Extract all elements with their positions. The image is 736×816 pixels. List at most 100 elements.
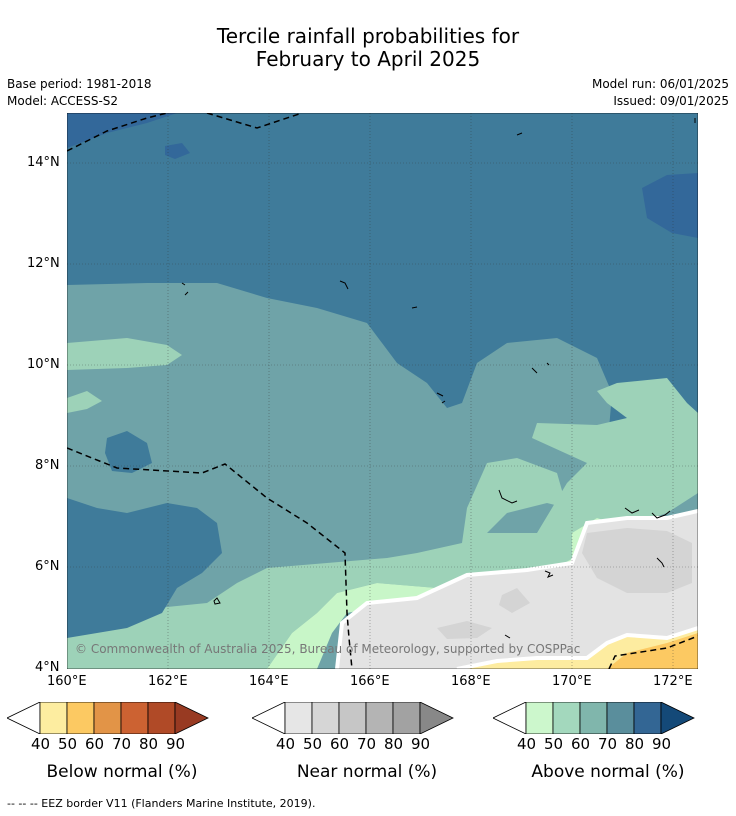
above-normal-70-sw bbox=[105, 431, 152, 473]
island bbox=[213, 597, 221, 605]
colorbar-segment bbox=[552, 702, 581, 734]
colorbar-tick-label: 90 bbox=[166, 735, 186, 753]
above-normal-50-band bbox=[67, 391, 102, 413]
eez-border-line bbox=[67, 113, 168, 152]
colorbar-tick-label: 90 bbox=[411, 735, 431, 753]
model-name: Model: ACCESS-S2 bbox=[7, 94, 119, 108]
above-normal-50-band bbox=[67, 338, 182, 370]
colorbar-tick-label: 40 bbox=[517, 735, 537, 753]
near-normal-title: Near normal (%) bbox=[296, 762, 438, 782]
colorbar-segment bbox=[39, 702, 68, 734]
above-normal-70-sw bbox=[67, 498, 222, 638]
colorbar-segment bbox=[392, 702, 421, 734]
colorbar-tick-label: 70 bbox=[598, 735, 618, 753]
near-normal-colorbar bbox=[252, 702, 454, 734]
above-normal-80-patch bbox=[642, 173, 698, 238]
lat-label-10n: 10°N bbox=[27, 357, 60, 372]
colorbar-tick-label: 60 bbox=[330, 735, 350, 753]
island bbox=[504, 634, 511, 639]
island bbox=[656, 557, 665, 568]
colorbar-segment bbox=[147, 702, 176, 734]
island bbox=[624, 507, 671, 519]
colorbar-segment bbox=[120, 702, 149, 734]
colorbar-low-extend bbox=[493, 702, 527, 734]
tercile-boundary bbox=[335, 509, 698, 669]
near-normal-50-patch bbox=[437, 621, 492, 639]
colorbar-segment bbox=[93, 702, 122, 734]
colorbar-segment bbox=[365, 702, 394, 734]
colorbar-tick-label: 50 bbox=[544, 735, 564, 753]
colorbar-segment bbox=[579, 702, 608, 734]
above-normal-title: Above normal (%) bbox=[531, 762, 685, 782]
lat-label-8n: 8°N bbox=[35, 458, 60, 473]
colorbar-segment bbox=[633, 702, 662, 734]
lon-label-172e: 172°E bbox=[653, 674, 693, 689]
above-normal-80-patch bbox=[67, 113, 177, 148]
island bbox=[544, 570, 554, 578]
colorbar-low-extend bbox=[7, 702, 41, 734]
eez-border-line bbox=[608, 635, 698, 669]
above-normal-50-band bbox=[67, 378, 698, 669]
below-normal-50-region bbox=[607, 633, 698, 669]
colorbar-segment bbox=[338, 702, 367, 734]
colorbar-low-extend bbox=[252, 702, 286, 734]
issued-date: Issued: 09/01/2025 bbox=[613, 94, 729, 108]
island bbox=[339, 280, 349, 290]
eez-border-line bbox=[67, 447, 353, 669]
above-normal-colorbar bbox=[493, 702, 695, 734]
colorbar-tick-label: 60 bbox=[571, 735, 591, 753]
colorbar-tick-label: 80 bbox=[384, 735, 404, 753]
eez-legend-footer: -- -- -- EEZ border V11 (Flanders Marine… bbox=[7, 797, 316, 810]
island bbox=[411, 306, 418, 309]
lat-label-4n: 4°N bbox=[35, 660, 60, 675]
map-title-line1: Tercile rainfall probabilities for bbox=[216, 24, 520, 48]
colorbar-segment bbox=[66, 702, 95, 734]
colorbar-high-extend bbox=[419, 702, 454, 734]
lon-label-170e: 170°E bbox=[552, 674, 592, 689]
above-normal-70-region bbox=[67, 113, 698, 475]
colorbar-segment bbox=[311, 702, 340, 734]
colorbar-high-extend bbox=[174, 702, 209, 734]
colorbar-tick-label: 80 bbox=[625, 735, 645, 753]
near-normal-50-patch bbox=[582, 528, 692, 593]
colorbar-tick-label: 50 bbox=[58, 735, 78, 753]
lon-label-162e: 162°E bbox=[148, 674, 188, 689]
colorbar-tick-label: 40 bbox=[31, 735, 51, 753]
colorbar-tick-label: 40 bbox=[276, 735, 296, 753]
colorbar-tick-label: 50 bbox=[303, 735, 323, 753]
model-run: Model run: 06/01/2025 bbox=[591, 77, 729, 91]
tercile-boundary bbox=[456, 626, 698, 669]
colorbar-tick-label: 70 bbox=[357, 735, 377, 753]
colorbar-tick-label: 80 bbox=[139, 735, 159, 753]
lon-label-168e: 168°E bbox=[451, 674, 491, 689]
island bbox=[516, 132, 523, 136]
colorbar-high-extend bbox=[660, 702, 695, 734]
below-normal-colorbar bbox=[7, 702, 209, 734]
lat-label-12n: 12°N bbox=[27, 256, 60, 271]
colorbar-segment bbox=[525, 702, 554, 734]
lon-label-160e: 160°E bbox=[47, 674, 87, 689]
colorbar-segment bbox=[284, 702, 313, 734]
lon-label-166e: 166°E bbox=[350, 674, 390, 689]
colorbar-tick-label: 70 bbox=[112, 735, 132, 753]
island bbox=[181, 282, 189, 296]
colorbar-tick-label: 90 bbox=[652, 735, 672, 753]
map-title-line2: February to April 2025 bbox=[255, 47, 481, 71]
colorbar-tick-label: 60 bbox=[85, 735, 105, 753]
below-normal-title: Below normal (%) bbox=[46, 762, 198, 782]
island bbox=[498, 489, 518, 504]
above-normal-80-patch bbox=[165, 143, 190, 159]
eez-border bbox=[67, 113, 698, 669]
colorbar-segment bbox=[606, 702, 635, 734]
lat-label-14n: 14°N bbox=[27, 155, 60, 170]
copyright-notice: © Commonwealth of Australia 2025, Bureau… bbox=[75, 642, 581, 656]
eez-border-line bbox=[206, 113, 303, 129]
rainfall-probability-map bbox=[67, 113, 698, 669]
near-normal-50-patch bbox=[499, 588, 530, 613]
base-period: Base period: 1981-2018 bbox=[7, 77, 152, 91]
lon-label-164e: 164°E bbox=[249, 674, 289, 689]
island bbox=[436, 392, 446, 404]
island bbox=[531, 362, 550, 374]
lat-label-6n: 6°N bbox=[35, 559, 60, 574]
islands bbox=[181, 118, 696, 639]
